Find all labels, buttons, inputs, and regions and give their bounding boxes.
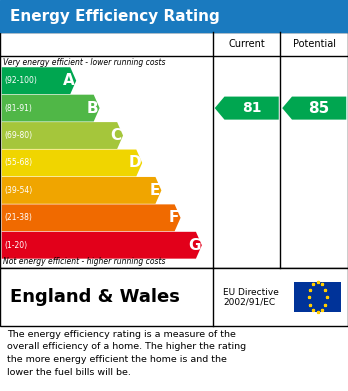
Text: Energy Efficiency Rating: Energy Efficiency Rating <box>10 9 220 23</box>
Text: B: B <box>87 100 98 116</box>
Text: D: D <box>128 156 141 170</box>
Text: EU Directive: EU Directive <box>223 287 279 297</box>
Text: A: A <box>63 73 75 88</box>
Text: E: E <box>150 183 160 198</box>
Text: Current: Current <box>228 39 265 49</box>
Polygon shape <box>2 149 142 176</box>
Polygon shape <box>2 177 161 204</box>
Text: Not energy efficient - higher running costs: Not energy efficient - higher running co… <box>3 257 166 266</box>
Text: Very energy efficient - lower running costs: Very energy efficient - lower running co… <box>3 58 166 67</box>
Text: Potential: Potential <box>293 39 336 49</box>
Polygon shape <box>2 232 202 259</box>
Text: (92-100): (92-100) <box>5 76 37 85</box>
Text: (1-20): (1-20) <box>5 241 27 250</box>
Text: The energy efficiency rating is a measure of the
overall efficiency of a home. T: The energy efficiency rating is a measur… <box>7 330 246 377</box>
Polygon shape <box>215 97 279 120</box>
Text: 2002/91/EC: 2002/91/EC <box>223 298 276 307</box>
Text: (55-68): (55-68) <box>5 158 33 167</box>
Bar <box>0 0 348 32</box>
Text: (81-91): (81-91) <box>5 104 32 113</box>
Polygon shape <box>2 122 123 149</box>
Bar <box>0 32 348 268</box>
Text: (21-38): (21-38) <box>5 213 32 222</box>
Text: G: G <box>188 238 200 253</box>
Text: 81: 81 <box>242 101 261 115</box>
Polygon shape <box>2 95 100 122</box>
Polygon shape <box>2 204 181 231</box>
Text: England & Wales: England & Wales <box>10 288 180 306</box>
Text: C: C <box>111 128 122 143</box>
Polygon shape <box>2 67 76 94</box>
Bar <box>0 268 348 326</box>
Text: (69-80): (69-80) <box>5 131 33 140</box>
Bar <box>294 282 341 312</box>
Polygon shape <box>282 97 346 120</box>
Text: F: F <box>169 210 179 225</box>
Text: 85: 85 <box>308 100 330 116</box>
Text: (39-54): (39-54) <box>5 186 33 195</box>
